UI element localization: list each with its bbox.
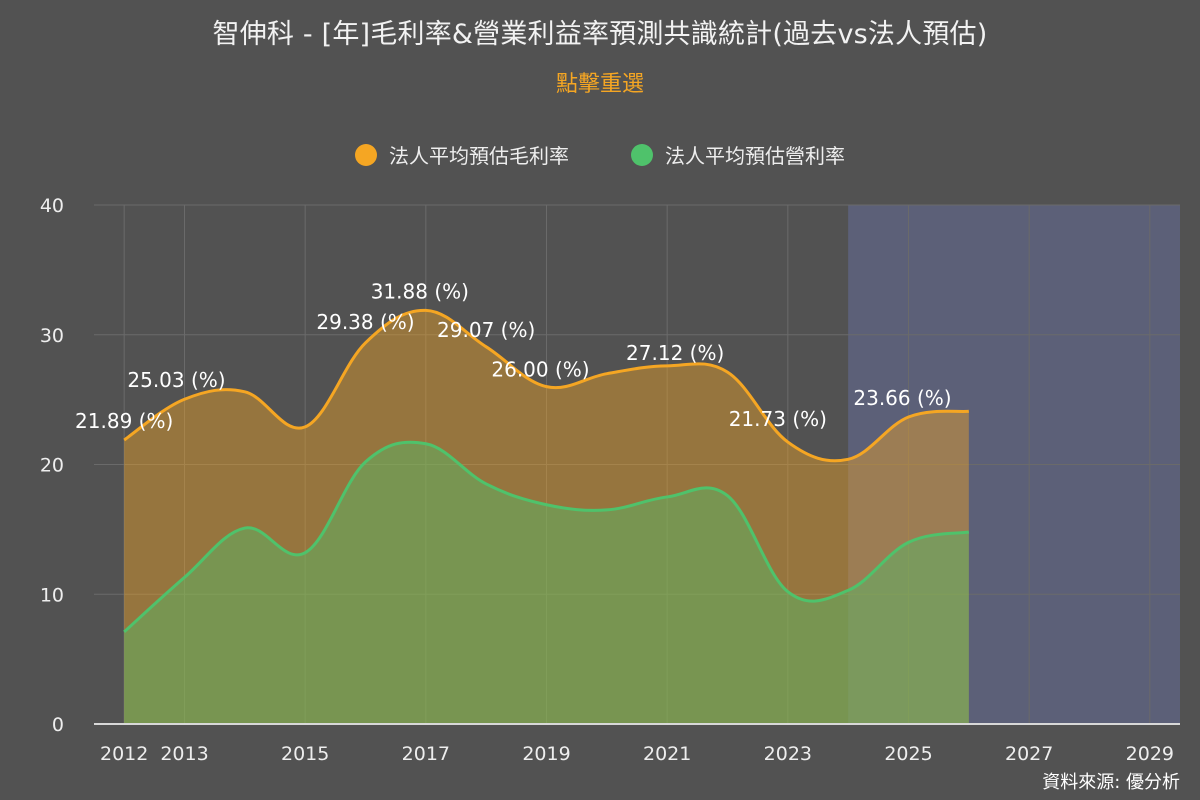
data-label: 27.12 (%)	[626, 341, 724, 365]
y-tick-label: 20	[40, 455, 64, 477]
data-source-note: 資料來源: 優分析	[1042, 772, 1180, 793]
data-label: 21.89 (%)	[75, 409, 173, 433]
data-label: 29.38 (%)	[316, 310, 414, 334]
y-tick-label: 10	[40, 584, 64, 606]
data-label: 31.88 (%)	[371, 279, 469, 303]
x-tick-label: 2025	[884, 743, 932, 765]
x-tick-label: 2015	[281, 743, 329, 765]
data-label: 21.73 (%)	[729, 407, 827, 431]
legend-item-operating-margin[interactable]: 法人平均預估營利率	[631, 140, 845, 169]
x-tick-label: 2023	[764, 743, 812, 765]
legend-label-operating: 法人平均預估營利率	[665, 144, 845, 168]
legend-label-gross: 法人平均預估毛利率	[389, 144, 569, 168]
x-tick-label: 2013	[160, 743, 208, 765]
chart-title: 智伸科 - [年]毛利率&營業利益率預測共識統計(過去vs法人預估)	[212, 19, 988, 50]
legend-dot-gross-icon	[355, 143, 377, 166]
reset-selection-link[interactable]: 點擊重選	[555, 72, 644, 97]
y-tick-label: 30	[40, 325, 64, 347]
legend-item-gross-margin[interactable]: 法人平均預估毛利率	[355, 140, 569, 169]
series-line-0	[123, 308, 969, 463]
x-tick-label: 2017	[402, 743, 450, 765]
series-area-0	[124, 310, 969, 724]
legend-dot-operating-icon	[631, 143, 653, 166]
x-tick-label: 2012	[100, 743, 148, 765]
y-tick-label: 0	[52, 714, 64, 736]
data-label: 26.00 (%)	[491, 358, 589, 382]
series-line-1	[123, 440, 970, 633]
data-label: 25.03 (%)	[127, 368, 225, 392]
y-tick-label: 40	[40, 195, 64, 217]
chart-legend: 法人平均預估毛利率 法人平均預估營利率	[0, 140, 1200, 169]
data-label: 23.66 (%)	[853, 386, 951, 410]
data-label: 29.07 (%)	[437, 318, 535, 342]
x-tick-label: 2021	[643, 743, 691, 765]
x-tick-label: 2019	[522, 743, 570, 765]
x-tick-label: 2027	[1005, 743, 1053, 765]
x-tick-label: 2029	[1126, 743, 1174, 765]
